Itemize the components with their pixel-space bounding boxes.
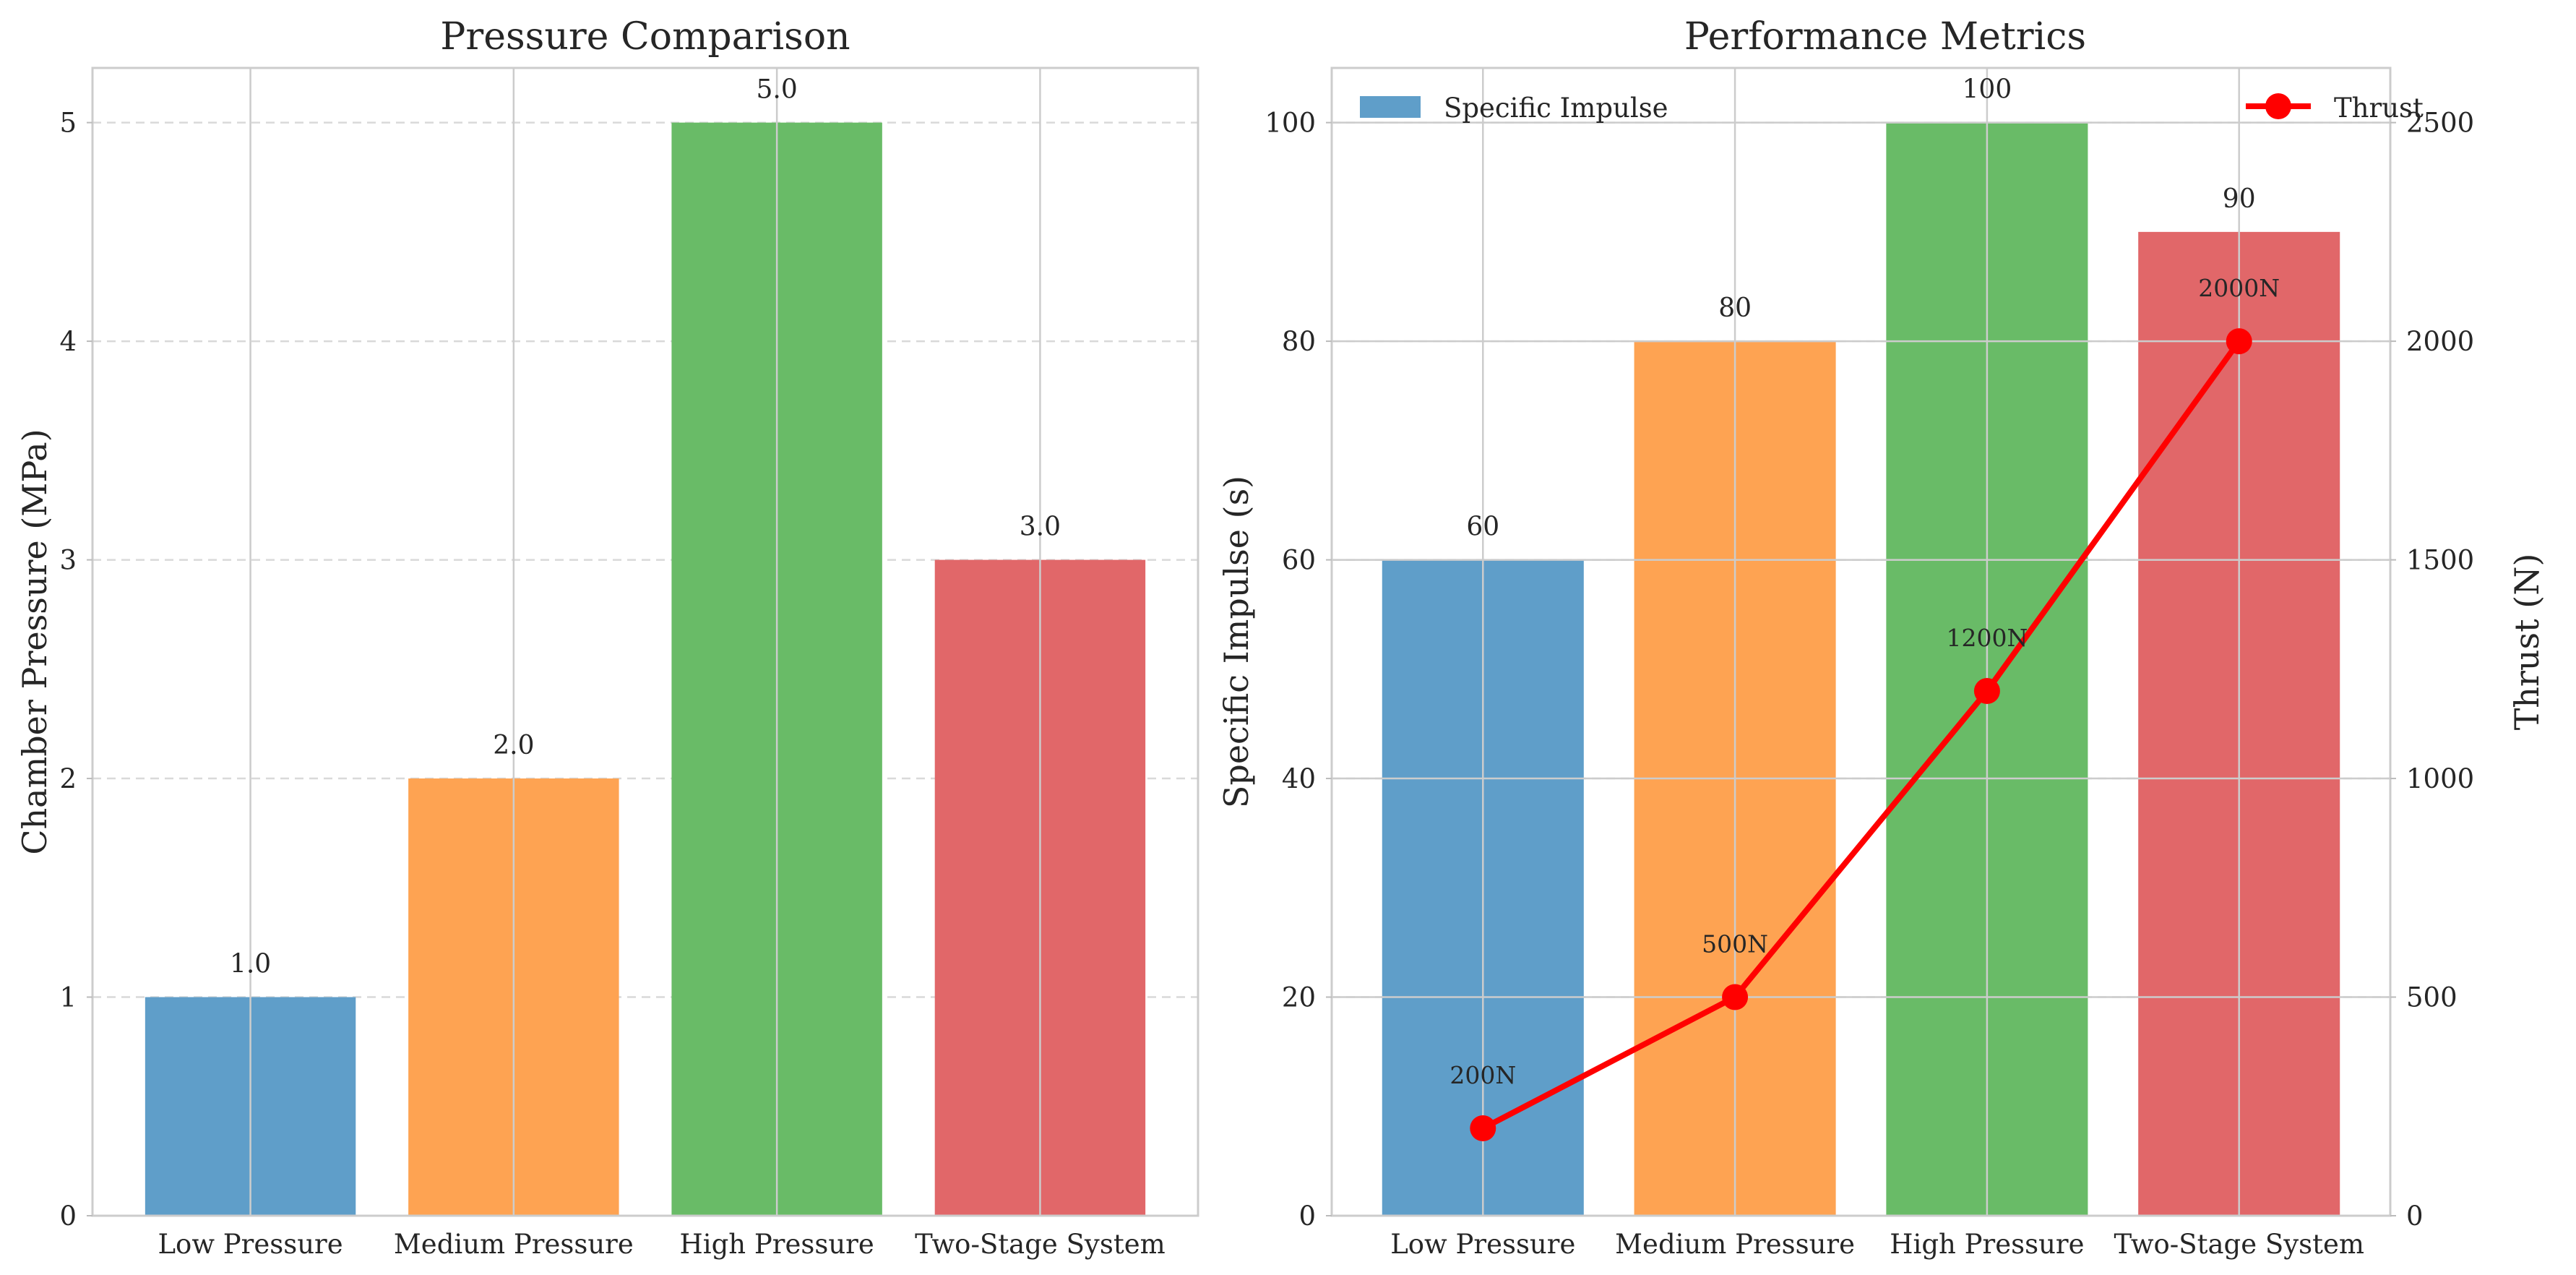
left-bar-labels: 1.0 2.0 5.0 3.0: [230, 75, 1061, 979]
y2-tick-label: 1500: [2406, 545, 2474, 576]
left-vertical-grid: [249, 68, 1041, 1216]
right-y2-ticks: 0 500 1000 1500 2000 2500: [2390, 108, 2474, 1232]
y2-tick-label: 2500: [2406, 108, 2474, 139]
thrust-point-label: 2000N: [2198, 274, 2280, 302]
y-tick-label: 0: [1298, 1201, 1316, 1232]
thrust-line-path: [1481, 339, 2241, 1131]
y-tick-label: 1: [59, 982, 77, 1013]
x-tick-label: Two-Stage System: [915, 1229, 1166, 1260]
bar-value-label: 80: [1718, 293, 1752, 323]
right-plot-frame: [1330, 66, 2392, 1217]
legend-bar-swatch: [1360, 96, 1421, 118]
thrust-point-label: 1200N: [1946, 624, 2028, 652]
thrust-point-label: 200N: [1449, 1061, 1516, 1089]
right-bars: [1382, 122, 2340, 1216]
left-grid: [92, 121, 1198, 998]
right-y2-axis-label: Thrust (N): [2507, 554, 2546, 731]
legend-thrust-marker: [2265, 93, 2291, 119]
bar-value-label: 3.0: [1020, 512, 1061, 542]
right-y-ticks: 0 20 40 60 80 100: [1265, 108, 1332, 1232]
legend-specific-impulse-label: Specific Impulse: [1444, 93, 1668, 124]
bar-value-label: 2.0: [493, 731, 534, 760]
y2-tick-label: 500: [2406, 982, 2457, 1013]
right-bar-labels: 60 80 100 90: [1466, 75, 2255, 542]
bar-value-label: 5.0: [757, 75, 798, 105]
thrust-marker: [1722, 984, 1749, 1010]
legend-specific-impulse: Specific Impulse: [1360, 93, 1668, 124]
left-y-ticks: 0 1 2 3 4 5: [59, 108, 92, 1232]
thrust-point-labels: 200N 500N 1200N 2000N: [1449, 274, 2280, 1089]
y-tick-label: 5: [59, 108, 77, 139]
y-tick-label: 80: [1282, 326, 1316, 357]
x-tick-label: Medium Pressure: [394, 1229, 634, 1260]
legend-thrust-label: Thrust: [2334, 93, 2424, 124]
y-tick-label: 2: [59, 763, 77, 794]
y2-tick-label: 1000: [2406, 763, 2474, 794]
bar-value-label: 100: [1963, 75, 2012, 105]
right-chart-title: Performance Metrics: [1684, 15, 2086, 59]
x-tick-label: Medium Pressure: [1615, 1229, 1855, 1260]
thrust-marker: [2226, 328, 2252, 355]
y-tick-label: 20: [1282, 982, 1316, 1013]
bar-value-label: 60: [1466, 512, 1499, 542]
thrust-point-label: 500N: [1702, 930, 1768, 958]
x-tick-label: Two-Stage System: [2114, 1229, 2364, 1260]
y-tick-label: 3: [59, 545, 77, 576]
y-tick-label: 40: [1282, 763, 1316, 794]
left-x-ticks: Low Pressure Medium Pressure High Pressure…: [158, 1229, 1165, 1260]
bar-value-label: 1.0: [230, 950, 271, 979]
y2-tick-label: 0: [2406, 1201, 2424, 1232]
y-tick-label: 4: [59, 326, 77, 357]
left-chart-title: Pressure Comparison: [440, 15, 850, 59]
x-tick-label: High Pressure: [680, 1229, 874, 1260]
y-tick-label: 0: [59, 1201, 77, 1232]
x-tick-label: Low Pressure: [1390, 1229, 1575, 1260]
x-tick-label: High Pressure: [1890, 1229, 2084, 1260]
y-tick-label: 60: [1282, 545, 1316, 576]
pressure-comparison-chart: 0 1 2 3 4 5 Low Pressure Medium Pressure High P…: [15, 15, 1199, 1260]
right-x-ticks: Low Pressure Medium Pressure High Pressure…: [1390, 1229, 2364, 1260]
y2-tick-label: 2000: [2406, 326, 2474, 357]
right-vertical-grid: [1332, 68, 2390, 1216]
thrust-marker: [1470, 1115, 1496, 1142]
x-tick-label: Low Pressure: [158, 1229, 343, 1260]
y-tick-label: 100: [1265, 108, 1316, 139]
left-y-axis-label: Chamber Pressure (MPa): [15, 429, 54, 854]
left-plot-frame: [91, 66, 1199, 1217]
bar-value-label: 90: [2223, 184, 2256, 214]
left-bars: [145, 122, 1146, 1216]
performance-metrics-chart: 0 20 40 60 80 100 0 500 1000 1500 2000 2500 Low Pr…: [1217, 15, 2546, 1260]
thrust-line: [1470, 328, 2252, 1142]
right-y-axis-label: Specific Impulse (s): [1217, 476, 1256, 808]
legend-thrust: Thrust: [2246, 93, 2424, 124]
thrust-marker: [1973, 678, 2000, 705]
